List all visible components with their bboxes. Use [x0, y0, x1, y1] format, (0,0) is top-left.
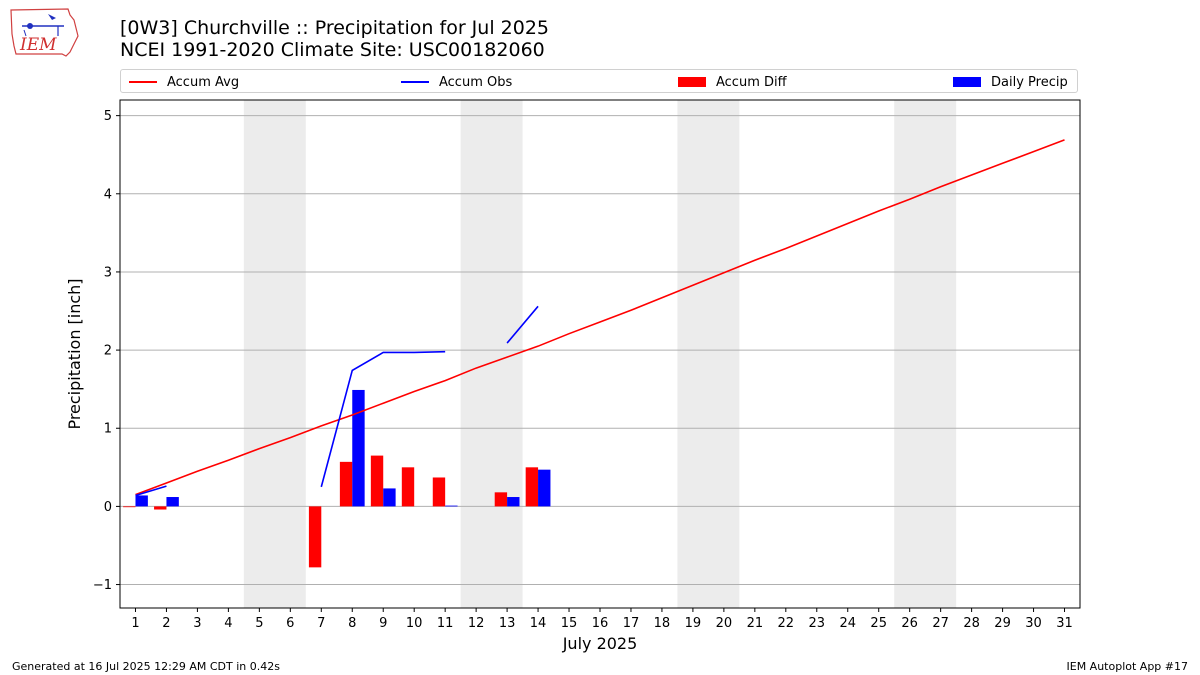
x-tick-label: 18 [654, 616, 671, 631]
accum-diff-bar [432, 477, 446, 507]
x-tick-label: 20 [716, 616, 733, 631]
legend-swatch [678, 77, 706, 87]
legend-swatch [401, 81, 429, 83]
x-tick-label: 15 [561, 616, 578, 631]
grid-lines [120, 115, 1080, 586]
y-tick-label: 4 [104, 187, 112, 202]
accum-diff-bar [401, 467, 415, 507]
x-tick-label: 30 [1025, 616, 1042, 631]
legend: Accum Avg Accum Obs Accum Diff Daily Pre… [120, 69, 1078, 93]
legend-item-accum-obs: Accum Obs [401, 70, 512, 94]
daily-precip-bar [352, 389, 365, 507]
x-tick-label: 26 [901, 616, 918, 631]
daily-precip-bar [166, 497, 179, 507]
bars [123, 389, 551, 568]
y-tick-label: 1 [104, 422, 112, 437]
accum-diff-bar [154, 506, 167, 510]
y-axis-label: Precipitation [inch] [65, 278, 84, 429]
footer-app-text: IEM Autoplot App #17 [1066, 660, 1189, 673]
accum-diff-bar [494, 492, 508, 507]
x-tick-label: 4 [224, 616, 232, 631]
legend-swatch [953, 77, 981, 87]
legend-item-accum-avg: Accum Avg [129, 70, 239, 94]
x-tick-label: 2 [162, 616, 170, 631]
weekend-shade [243, 100, 306, 608]
logo-text: IEM [19, 35, 57, 55]
weekend-shade [677, 100, 740, 608]
daily-precip-bar [507, 497, 520, 507]
x-tick-label: 12 [468, 616, 485, 631]
daily-precip-bar [383, 488, 396, 507]
lines [135, 139, 1065, 497]
legend-label: Daily Precip [991, 74, 1068, 90]
accum-obs-line [320, 350, 446, 488]
legend-label: Accum Obs [439, 74, 513, 90]
y-tick-label: 5 [104, 109, 112, 124]
iem-logo: IEM [10, 8, 79, 57]
x-tick-label: 13 [499, 616, 516, 631]
x-tick-label: 24 [839, 616, 856, 631]
legend-item-daily-precip: Daily Precip [953, 70, 1068, 94]
x-tick-label: 14 [530, 616, 547, 631]
accum-avg-line [135, 139, 1065, 496]
accum-diff-bar [339, 461, 353, 507]
accum-diff-bar [525, 467, 539, 507]
daily-precip-bar [538, 469, 551, 507]
x-tick-label: 28 [963, 616, 980, 631]
x-tick-label: 17 [623, 616, 640, 631]
x-tick-label: 22 [778, 616, 795, 631]
x-tick-label: 6 [286, 616, 294, 631]
x-tick-label: 23 [809, 616, 826, 631]
x-tick-label: 27 [932, 616, 949, 631]
legend-label: Accum Diff [716, 74, 787, 90]
daily-precip-bar [445, 505, 458, 507]
accum-diff-bar [370, 455, 384, 507]
weekend-shade [894, 100, 957, 608]
x-tick-label: 11 [437, 616, 454, 631]
x-tick-label: 31 [1056, 616, 1073, 631]
y-tick-label: 2 [104, 344, 112, 359]
accum-diff-bar [308, 506, 322, 568]
legend-item-accum-diff: Accum Diff [678, 70, 787, 94]
y-tick-label: −1 [93, 578, 112, 593]
x-tick-label: 21 [747, 616, 764, 631]
iowa-outline-icon [10, 8, 79, 57]
weekend-shade [460, 100, 523, 608]
chart-subtitle: NCEI 1991-2020 Climate Site: USC00182060 [120, 39, 545, 61]
y-tick-label: 3 [104, 265, 112, 280]
x-tick-label: 25 [870, 616, 887, 631]
x-tick-label: 9 [379, 616, 387, 631]
x-tick-label: 29 [994, 616, 1011, 631]
x-tick-label: 3 [193, 616, 201, 631]
x-tick-label: 8 [348, 616, 356, 631]
accum-diff-bar [123, 506, 136, 508]
x-tick-label: 10 [406, 616, 423, 631]
legend-swatch [129, 81, 157, 83]
accum-obs-line [506, 305, 539, 344]
chart-title: [0W3] Churchville :: Precipitation for J… [120, 17, 549, 39]
y-tick-label: 0 [104, 500, 112, 515]
legend-label: Accum Avg [167, 74, 240, 90]
x-tick-label: 5 [255, 616, 263, 631]
daily-precip-bar [135, 495, 148, 507]
x-tick-label: 16 [592, 616, 609, 631]
x-tick-label: 19 [685, 616, 702, 631]
weekend-shading [243, 100, 957, 608]
accum-obs-line [135, 485, 167, 497]
x-tick-label: 7 [317, 616, 325, 631]
footer-generated-text: Generated at 16 Jul 2025 12:29 AM CDT in… [12, 660, 280, 673]
x-axis-label: July 2025 [562, 634, 638, 653]
x-tick-label: 1 [131, 616, 139, 631]
